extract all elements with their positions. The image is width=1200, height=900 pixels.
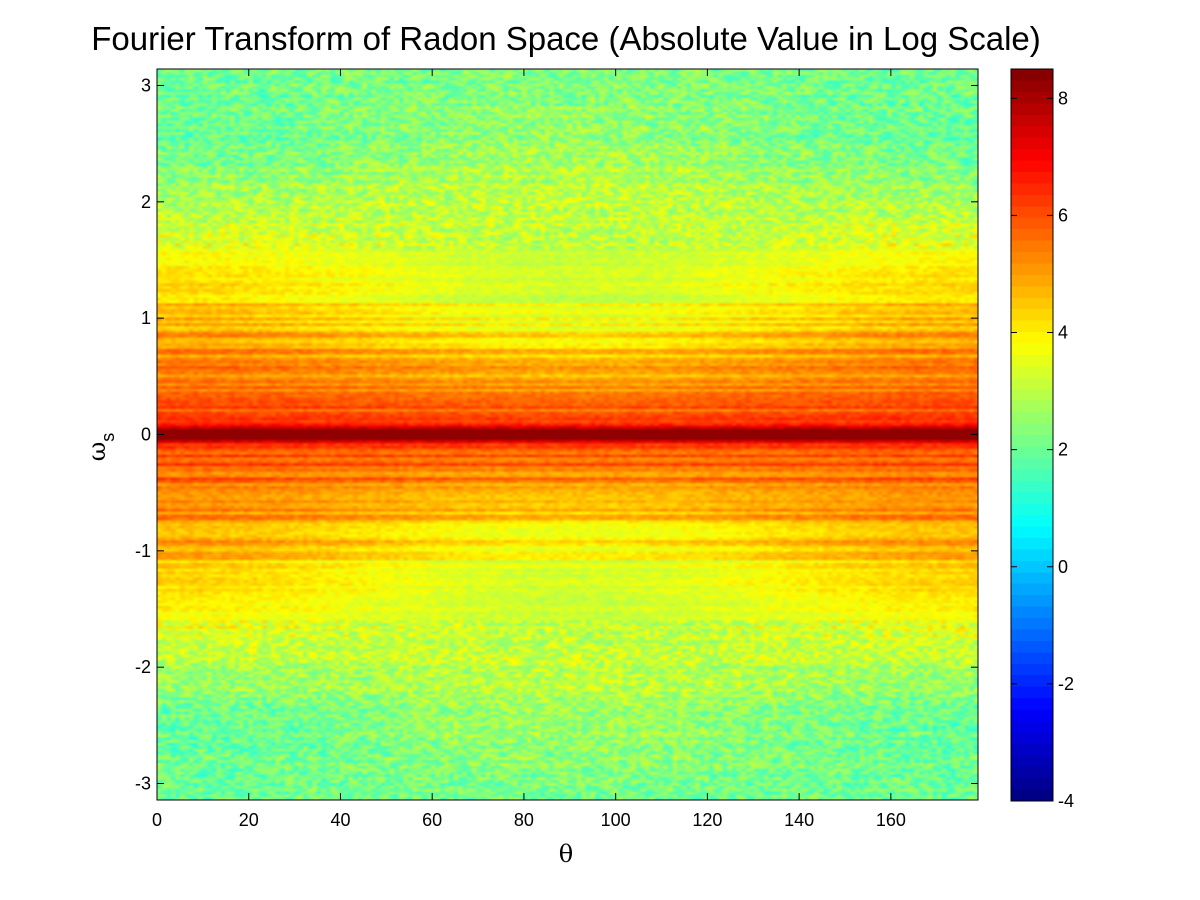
x-tick-label: 20 — [239, 810, 259, 830]
y-tick-label: 1 — [141, 308, 151, 328]
colorbar-frame — [1010, 68, 1054, 802]
plot-area — [156, 68, 979, 801]
y-axis-label: ωs — [83, 433, 118, 462]
x-tick-label: 120 — [692, 810, 722, 830]
colorbar-tick-label: 8 — [1058, 88, 1068, 108]
colorbar-tick-label: 6 — [1058, 205, 1068, 225]
y-axis-label-main: ω — [83, 442, 111, 462]
y-axis-ticks: -3 -2 -1 0 1 2 3 — [135, 75, 978, 794]
x-tick-label: 140 — [784, 810, 814, 830]
colorbar-tick-label: 2 — [1058, 440, 1068, 460]
colorbar-gradient — [1011, 69, 1053, 801]
y-axis-label-sub: s — [98, 433, 118, 442]
heatmap-image — [157, 69, 978, 800]
y-tick-label: 2 — [141, 192, 151, 212]
colorbar-tick-label: -4 — [1058, 791, 1074, 811]
colorbar: -4 -2 0 2 4 6 8 — [1010, 68, 1074, 811]
y-tick-label: -3 — [135, 774, 151, 794]
x-tick-label: 100 — [601, 810, 631, 830]
x-tick-label: 0 — [152, 810, 162, 830]
chart-title: Fourier Transform of Radon Space (Absolu… — [91, 20, 1041, 57]
y-tick-label: 3 — [141, 75, 151, 95]
y-tick-label: 0 — [141, 425, 151, 445]
colorbar-ticks: -4 -2 0 2 4 6 8 — [1011, 88, 1074, 811]
colorbar-tick-label: -2 — [1058, 674, 1074, 694]
x-tick-label: 60 — [422, 810, 442, 830]
x-axis-label: θ — [559, 840, 573, 868]
colorbar-tick-label: 0 — [1058, 557, 1068, 577]
x-tick-label: 80 — [514, 810, 534, 830]
svg-text:ωs: ωs — [83, 433, 118, 462]
x-tick-label: 160 — [876, 810, 906, 830]
colorbar-tick-label: 4 — [1058, 323, 1068, 343]
x-axis-ticks: 0 20 40 60 80 100 120 140 160 — [152, 69, 906, 830]
y-tick-label: -1 — [135, 541, 151, 561]
y-tick-label: -2 — [135, 657, 151, 677]
x-tick-label: 40 — [330, 810, 350, 830]
